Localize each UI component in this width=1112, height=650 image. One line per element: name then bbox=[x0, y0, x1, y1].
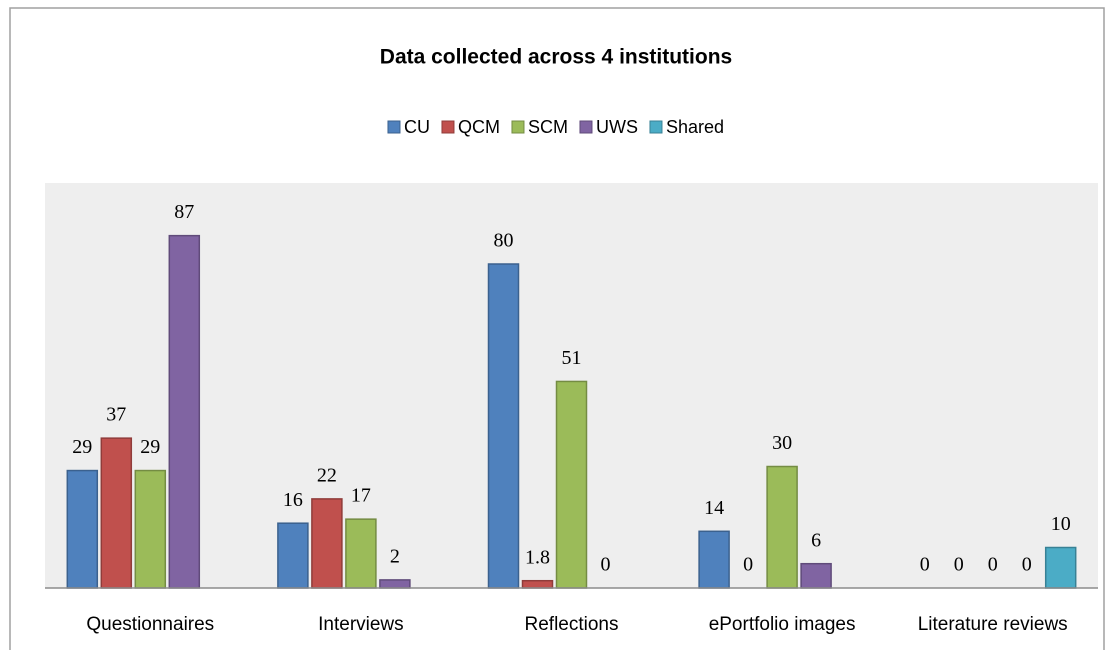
data-label: 0 bbox=[920, 554, 930, 576]
bar bbox=[134, 469, 167, 589]
legend-label: Shared bbox=[666, 117, 724, 137]
bar bbox=[345, 518, 377, 589]
data-label: 22 bbox=[317, 464, 337, 486]
data-label: 29 bbox=[140, 436, 160, 458]
x-tick-label: Reflections bbox=[525, 614, 619, 635]
data-label: 87 bbox=[174, 201, 194, 223]
legend-swatch bbox=[387, 120, 401, 134]
data-label: 0 bbox=[601, 554, 611, 576]
data-label: 6 bbox=[811, 529, 821, 551]
bar bbox=[277, 522, 309, 589]
data-label: 17 bbox=[351, 485, 371, 507]
legend-swatch bbox=[441, 120, 455, 134]
x-tick-label: Questionnaires bbox=[86, 614, 214, 635]
data-label: 0 bbox=[988, 554, 998, 576]
data-label: 14 bbox=[704, 497, 724, 519]
legend: CU QCM SCM UWS Shared bbox=[387, 117, 724, 137]
x-tick-label: ePortfolio images bbox=[709, 614, 856, 635]
data-label: 1.8 bbox=[525, 546, 550, 568]
bar bbox=[168, 234, 201, 589]
data-label: 0 bbox=[1022, 554, 1032, 576]
bar bbox=[66, 469, 99, 589]
data-label: 80 bbox=[494, 230, 514, 252]
bar bbox=[521, 579, 554, 589]
data-label: 51 bbox=[562, 347, 582, 369]
legend-swatch bbox=[579, 120, 593, 134]
data-label: 29 bbox=[72, 436, 92, 458]
bar bbox=[311, 498, 343, 589]
data-label: 2 bbox=[390, 545, 400, 567]
x-tick-label: Interviews bbox=[318, 614, 404, 635]
chart-title: Data collected across 4 institutions bbox=[380, 46, 732, 69]
bar bbox=[800, 562, 832, 589]
bar bbox=[1044, 546, 1077, 589]
legend-label: SCM bbox=[528, 117, 568, 137]
data-label: 37 bbox=[106, 404, 126, 426]
bar bbox=[487, 263, 520, 589]
data-label: 0 bbox=[954, 554, 964, 576]
legend-swatch bbox=[511, 120, 525, 134]
legend-label: UWS bbox=[596, 117, 638, 137]
data-label: 10 bbox=[1051, 513, 1071, 535]
data-label: 30 bbox=[772, 432, 792, 454]
bar bbox=[379, 579, 411, 589]
legend-label: CU bbox=[404, 117, 430, 137]
data-label: 0 bbox=[743, 554, 753, 576]
bar bbox=[766, 465, 798, 589]
data-label: 16 bbox=[283, 489, 303, 511]
legend-label: QCM bbox=[458, 117, 500, 137]
bar bbox=[698, 530, 730, 589]
bar bbox=[555, 380, 588, 589]
legend-swatch bbox=[649, 120, 663, 134]
x-tick-label: Literature reviews bbox=[918, 614, 1068, 635]
bar bbox=[100, 437, 133, 589]
